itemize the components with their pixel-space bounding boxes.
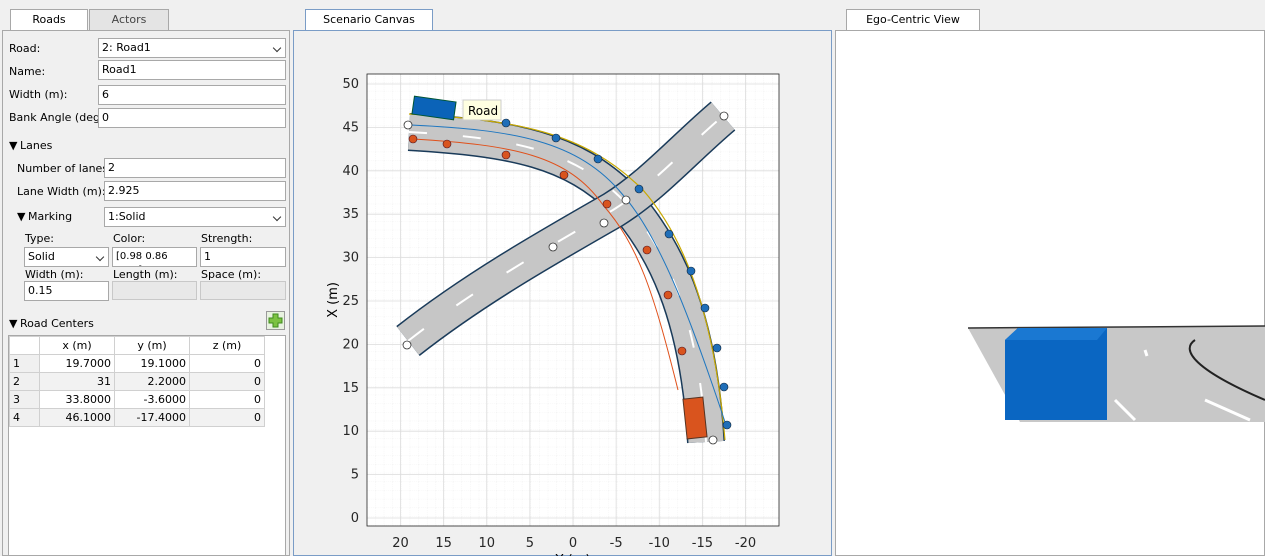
tick-label: 10: [342, 424, 359, 439]
tab[interactable]: Roads: [10, 9, 88, 30]
tick-label: 5: [526, 536, 534, 551]
text-field[interactable]: 0.15: [24, 281, 109, 301]
tick-label: 20: [342, 337, 359, 352]
disabled-field: [112, 281, 197, 300]
table-cell: 1: [9, 354, 40, 373]
text-field[interactable]: 0: [98, 108, 286, 128]
tick-label: 10: [478, 536, 495, 551]
section-title[interactable]: Lanes: [20, 139, 53, 152]
tab[interactable]: Ego-Centric View: [846, 9, 980, 30]
tick-label: 0: [351, 511, 359, 526]
ego-car[interactable]: [411, 95, 457, 121]
tick-label: 35: [342, 207, 359, 222]
axis-label: Y (m): [555, 553, 591, 556]
tick-label: -5: [610, 536, 623, 551]
text-field[interactable]: [0.98 0.86 0.36]: [112, 247, 197, 267]
text-field[interactable]: Road1: [98, 60, 286, 80]
table-row: 3 33.8000 -3.6000 0: [9, 390, 265, 409]
road-centers-table: x (m) y (m) z (m) 1 19.7000 19.1000 0 2 31 2.2000…: [8, 335, 286, 556]
label: Width (m):: [9, 88, 68, 101]
dropdown[interactable]: 1:Solid: [104, 207, 286, 227]
header-cell: y (m): [114, 336, 190, 355]
header-cell: [9, 336, 40, 355]
label: Width (m):: [25, 268, 84, 281]
label: Space (m):: [201, 268, 262, 281]
label: Type:: [25, 232, 54, 245]
label: Bank Angle (deg):: [9, 111, 108, 124]
label: Name:: [9, 65, 46, 78]
tooltip-text: Road: [468, 104, 498, 118]
header-cell: z (m): [189, 336, 265, 355]
table-cell: 4: [9, 408, 40, 427]
label: Number of lanes:: [17, 162, 112, 175]
section-title[interactable]: Marking: [28, 210, 73, 223]
tick-label: 15: [435, 536, 452, 551]
disabled-field: [200, 281, 286, 300]
table-cell: 19.7000: [39, 354, 115, 373]
table-cell: 2: [9, 372, 40, 391]
text-field[interactable]: 2.925: [104, 181, 286, 201]
waypoints: [501, 118, 732, 430]
ego-panel: [835, 30, 1265, 556]
label: Strength:: [201, 232, 253, 245]
text-field[interactable]: 1: [200, 247, 286, 267]
tab[interactable]: Scenario Canvas: [305, 9, 433, 30]
tick-label: 50: [342, 77, 359, 92]
table-cell: 19.1000: [114, 354, 190, 373]
table-cell: 2.2000: [114, 372, 190, 391]
label: Length (m):: [113, 268, 178, 281]
table-cell: 0: [189, 408, 265, 427]
section-arrow[interactable]: ▼: [17, 210, 26, 223]
section-arrow[interactable]: ▼: [9, 139, 18, 152]
table-cell: -3.6000: [114, 390, 190, 409]
tick-label: 20: [392, 536, 409, 551]
section-arrow[interactable]: ▼: [9, 317, 18, 330]
dropdown[interactable]: Solid: [24, 247, 109, 267]
tick-label: 40: [342, 164, 359, 179]
label: Color:: [113, 232, 146, 245]
road-centers[interactable]: [402, 111, 729, 445]
table-cell: 33.8000: [39, 390, 115, 409]
tick-label: -10: [649, 536, 670, 551]
table-cell: 3: [9, 390, 40, 409]
axis-label: X (m): [326, 282, 341, 318]
tick-label: 0: [569, 536, 577, 551]
table-cell: -17.4000: [114, 408, 190, 427]
table-row: 2 31 2.2000 0: [9, 372, 265, 391]
table-row: 4 46.1000 -17.4000 0: [9, 408, 265, 427]
table-row: 1 19.7000 19.1000 0: [9, 354, 265, 373]
section-title[interactable]: Road Centers: [20, 317, 94, 330]
waypoints: [408, 134, 687, 356]
scenario-canvas[interactable]: Road X (m) Y (m) 05101520253035404550201…: [293, 30, 832, 556]
text-field[interactable]: 2: [104, 158, 286, 178]
text-field[interactable]: 6: [98, 85, 286, 105]
tick-label: -20: [735, 536, 756, 551]
label: Lane Width (m):: [17, 185, 106, 198]
table-cell: 31: [39, 372, 115, 391]
table-cell: 46.1000: [39, 408, 115, 427]
tick-label: 45: [342, 120, 359, 135]
table-cell: 0: [189, 372, 265, 391]
header-cell: x (m): [39, 336, 115, 355]
table-cell: 0: [189, 390, 265, 409]
tick-label: 15: [342, 381, 359, 396]
tab[interactable]: Actors: [89, 9, 169, 30]
tick-label: 30: [342, 251, 359, 266]
tooltip: [462, 99, 502, 121]
ego-view: [967, 325, 1265, 422]
tick-label: -15: [692, 536, 713, 551]
add-button[interactable]: [266, 311, 285, 330]
actor-car[interactable]: [682, 396, 708, 440]
tick-label: 25: [342, 294, 359, 309]
tick-label: 5: [351, 468, 359, 483]
plot-frame: [366, 73, 780, 527]
table-cell: 0: [189, 354, 265, 373]
dropdown[interactable]: 2: Road1: [98, 38, 286, 58]
label: Road:: [9, 42, 41, 55]
